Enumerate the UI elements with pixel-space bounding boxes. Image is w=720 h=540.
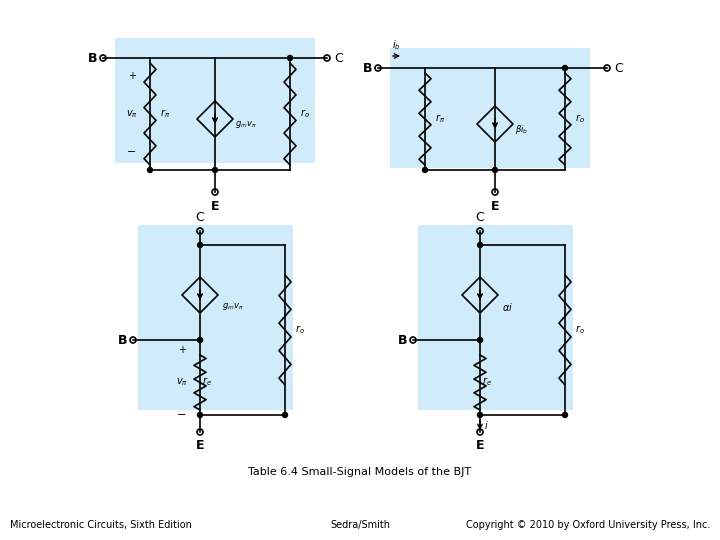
Text: +: + <box>178 345 186 355</box>
Text: C: C <box>476 211 485 224</box>
Text: $r_\pi$: $r_\pi$ <box>435 113 445 125</box>
Text: Microelectronic Circuits, Sixth Edition: Microelectronic Circuits, Sixth Edition <box>10 520 192 530</box>
Text: Sedra/Smith: Sedra/Smith <box>330 520 390 530</box>
Text: $v_\pi$: $v_\pi$ <box>176 376 188 388</box>
Text: C: C <box>196 211 204 224</box>
Circle shape <box>148 167 153 172</box>
Text: Table 6.4 Small-Signal Models of the BJT: Table 6.4 Small-Signal Models of the BJT <box>248 467 472 477</box>
Circle shape <box>197 413 202 417</box>
Circle shape <box>477 242 482 247</box>
Text: −: − <box>177 410 186 420</box>
Circle shape <box>562 65 567 71</box>
Text: $r_e$: $r_e$ <box>202 376 212 388</box>
Circle shape <box>477 413 482 417</box>
Text: +: + <box>128 71 136 81</box>
Circle shape <box>197 338 202 342</box>
Circle shape <box>287 56 292 60</box>
Circle shape <box>423 167 428 172</box>
Circle shape <box>492 167 498 172</box>
Text: E: E <box>491 200 499 213</box>
Text: $i$: $i$ <box>484 419 489 431</box>
Text: $\alpha i$: $\alpha i$ <box>502 301 513 313</box>
Text: C: C <box>334 51 343 64</box>
Text: B: B <box>397 334 407 347</box>
Text: $r_\pi$: $r_\pi$ <box>160 107 170 120</box>
Text: $\beta i_b$: $\beta i_b$ <box>515 123 528 136</box>
FancyBboxPatch shape <box>138 225 293 410</box>
Text: $r_o$: $r_o$ <box>300 107 310 120</box>
Text: Copyright © 2010 by Oxford University Press, Inc.: Copyright © 2010 by Oxford University Pr… <box>466 520 710 530</box>
Text: $v_\pi$: $v_\pi$ <box>126 108 138 120</box>
Circle shape <box>477 338 482 342</box>
Text: E: E <box>211 200 220 213</box>
FancyBboxPatch shape <box>390 48 590 168</box>
Text: $r_o$: $r_o$ <box>295 323 305 336</box>
Circle shape <box>197 242 202 247</box>
Text: $i_b$: $i_b$ <box>392 38 400 52</box>
Text: −: − <box>127 147 137 157</box>
Text: C: C <box>614 62 623 75</box>
Text: $r_o$: $r_o$ <box>575 323 585 336</box>
Text: $g_m v_\pi$: $g_m v_\pi$ <box>222 301 244 313</box>
FancyBboxPatch shape <box>418 225 573 410</box>
Text: B: B <box>362 62 372 75</box>
Text: E: E <box>196 439 204 452</box>
Text: B: B <box>117 334 127 347</box>
Text: $r_o$: $r_o$ <box>575 113 585 125</box>
Text: $g_m v_\pi$: $g_m v_\pi$ <box>235 118 257 130</box>
FancyBboxPatch shape <box>115 38 315 163</box>
Text: B: B <box>88 51 97 64</box>
Circle shape <box>282 413 287 417</box>
Text: E: E <box>476 439 485 452</box>
Circle shape <box>562 413 567 417</box>
Text: $r_e$: $r_e$ <box>482 376 492 388</box>
Circle shape <box>212 167 217 172</box>
